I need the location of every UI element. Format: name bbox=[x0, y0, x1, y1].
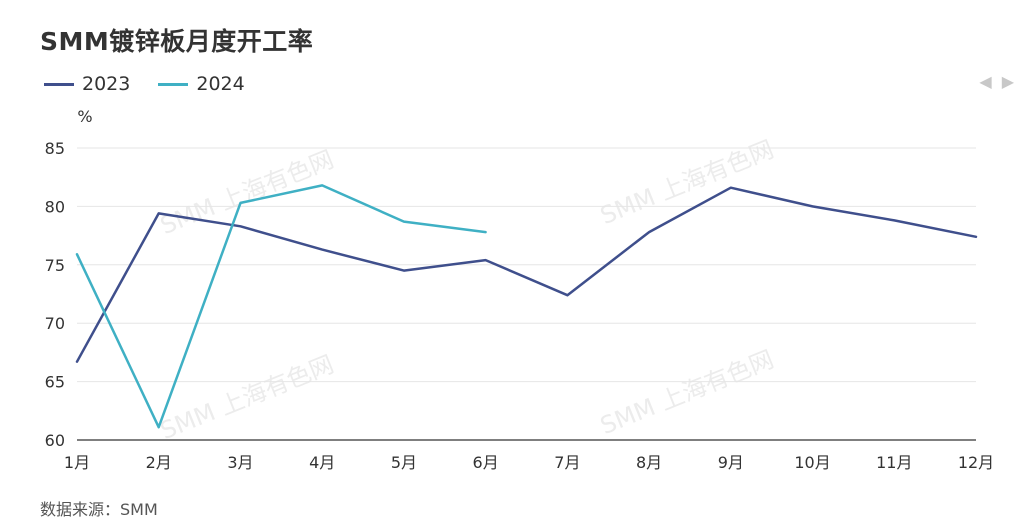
x-tick-label-2: 2月 bbox=[146, 453, 172, 472]
legend-swatch-2023 bbox=[44, 82, 74, 86]
legend-label-2023: 2023 bbox=[82, 73, 131, 95]
y-tick-label-70: 70 bbox=[45, 314, 65, 333]
y-tick-label-75: 75 bbox=[45, 256, 65, 275]
x-tick-label-5: 5月 bbox=[391, 453, 417, 472]
y-tick-label-85: 85 bbox=[45, 139, 65, 158]
next-page-icon[interactable]: ▶ bbox=[1001, 72, 1014, 91]
y-tick-label-60: 60 bbox=[45, 431, 65, 450]
y-tick-label-65: 65 bbox=[45, 373, 65, 392]
watermark-2: SMM 上海有色网 bbox=[156, 350, 337, 445]
x-tick-label-6: 6月 bbox=[473, 453, 499, 472]
prev-page-icon[interactable]: ◀ bbox=[979, 72, 992, 91]
legend-swatch-2024 bbox=[158, 82, 189, 86]
legend-item-2023[interactable]: 2023 bbox=[44, 73, 130, 95]
x-tick-label-12: 12月 bbox=[958, 453, 994, 472]
watermark-0: SMM 上海有色网 bbox=[156, 145, 337, 240]
x-tick-label-10: 10月 bbox=[794, 453, 830, 472]
x-tick-label-1: 1月 bbox=[64, 453, 90, 472]
series-line-2024 bbox=[75, 184, 487, 429]
x-tick-label-3: 3月 bbox=[227, 453, 253, 472]
legend: 2023 2024 bbox=[44, 72, 245, 96]
x-tick-label-8: 8月 bbox=[636, 453, 662, 472]
x-tick-label-9: 9月 bbox=[718, 453, 744, 472]
legend-label-2024: 2024 bbox=[196, 73, 245, 95]
legend-item-2024[interactable]: 2024 bbox=[158, 73, 245, 95]
series-line-2023 bbox=[75, 186, 978, 363]
x-tick-label-4: 4月 bbox=[309, 453, 335, 472]
watermark-3: SMM 上海有色网 bbox=[596, 345, 777, 440]
y-tick-label-80: 80 bbox=[45, 197, 65, 216]
y-axis-label: % bbox=[77, 107, 92, 126]
x-tick-label-7: 7月 bbox=[554, 453, 580, 472]
x-tick-label-11: 11月 bbox=[876, 453, 912, 472]
data-source: 数据来源：SMM bbox=[40, 500, 158, 519]
watermark-1: SMM 上海有色网 bbox=[596, 135, 777, 230]
chart-title: SMM镀锌板月度开工率 bbox=[40, 27, 314, 56]
legend-pager: ◀ ▶ bbox=[979, 72, 1014, 92]
